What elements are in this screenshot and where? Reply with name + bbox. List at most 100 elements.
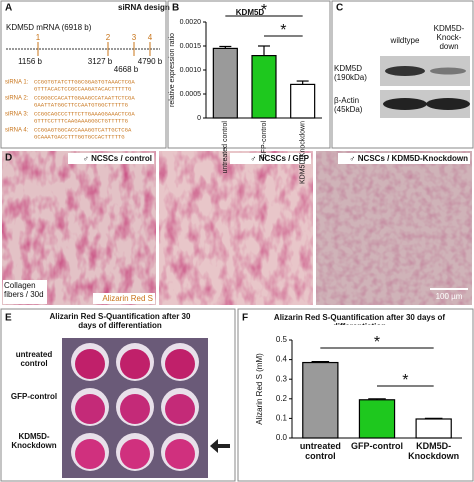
band xyxy=(385,66,425,76)
panel-frame xyxy=(237,308,474,482)
y-tick-label: 0.0010 xyxy=(180,67,202,74)
column-label: KDM5D-Knock-down xyxy=(434,24,465,51)
row-label: KDM5D (190kDa) xyxy=(334,64,367,82)
well-fill xyxy=(120,349,150,379)
panel-label: B xyxy=(172,3,179,14)
x-tick-label: untreated control xyxy=(299,441,341,461)
well-fill xyxy=(75,439,105,469)
sirna-name: siRNA 2: xyxy=(5,96,29,102)
y-tick-label: 0.0005 xyxy=(180,91,202,98)
y-tick-label: 0 xyxy=(197,115,201,122)
bar xyxy=(290,83,316,119)
scale-label: 100 µm xyxy=(436,292,463,301)
bar xyxy=(302,361,339,439)
sirna-antisense: GAATTATGGCTTCCAATGTGGCTTTTTG xyxy=(34,101,129,108)
panel-label: A xyxy=(5,3,12,14)
panel-a: A siRNA design KDM5D mRNA (6918 b) 1 2 3… xyxy=(0,0,170,149)
panel-frame xyxy=(331,0,474,149)
label-box xyxy=(93,293,155,304)
site-position: 4668 b xyxy=(114,65,139,74)
y-tick-label: 0.0015 xyxy=(180,43,202,50)
site-position: 4790 b xyxy=(138,57,163,66)
bar xyxy=(212,47,238,119)
well-fill xyxy=(165,394,195,424)
panel-title: siRNA design xyxy=(118,3,170,12)
band xyxy=(430,67,466,75)
band xyxy=(383,98,427,110)
panel-e: E Alizarin Red S-Quantification after 30… xyxy=(0,308,236,482)
arrow xyxy=(210,439,230,453)
sirna-sense: CCGGCAGCCCTTTCTTGAAAGGAAACTCGA xyxy=(34,110,135,117)
y-tick-label: 0.3 xyxy=(276,374,288,383)
significance-star: * xyxy=(374,334,380,351)
site-position: 1156 b xyxy=(18,57,42,66)
well-fill xyxy=(75,394,105,424)
row-label: KDM5D-Knockdown xyxy=(11,432,57,450)
wells xyxy=(71,343,199,471)
label-box xyxy=(3,280,47,304)
label-box xyxy=(230,153,311,164)
x-tick-label: GFP-control xyxy=(261,121,268,159)
sirna-name: siRNA 4: xyxy=(5,128,29,134)
chart-title: Alizarin Red S-Quantification after 30 d… xyxy=(273,313,446,325)
image-label: ♂ NCSCs / control xyxy=(83,154,152,163)
sirna-antisense: GTTTCCTTTCAAGAAAGGGCTGTTTTTG xyxy=(34,117,129,124)
sirna-sense: CCGGGCCACATTGGAAGCCATAATTCTCGA xyxy=(34,94,135,101)
x-tick-label: KDM5D-Knockdown xyxy=(408,441,460,461)
sirna-sense: CCGGTGTATCTTGGCGGAGTGTAAACTCGA xyxy=(34,78,135,85)
bar xyxy=(358,399,396,439)
column-label: wildtype xyxy=(390,36,420,45)
x-tick-label: untreated control xyxy=(299,441,341,461)
sirna-name: siRNA 1: xyxy=(5,80,29,86)
x-tick-label: GFP-control xyxy=(350,441,403,451)
y-tick-label: 0.1 xyxy=(276,414,288,423)
significance-star: * xyxy=(402,372,408,389)
bar xyxy=(415,418,452,439)
panel-title: Alizarin Red S-Quantification after 30 d… xyxy=(49,312,191,330)
well-fill xyxy=(165,439,195,469)
chart-title: Alizarin Red S-Quantification after 30 d… xyxy=(273,313,446,325)
y-tick-label: 0.0020 xyxy=(180,19,202,26)
column-label: wildtype xyxy=(390,36,420,45)
sites: 1 2 3 4 1156 b 3127 b 4668 b 4790 b xyxy=(18,33,163,74)
sirna-name: siRNA 3: xyxy=(5,112,29,118)
panel-d: D ♂ NCSCs / control ♂ NCSCs / GFP ♂ NCSC… xyxy=(2,151,472,305)
panel-label: C xyxy=(336,3,343,14)
micrograph-texture xyxy=(2,151,156,305)
y-tick-label: 0.2 xyxy=(276,394,288,403)
panel-frame xyxy=(0,308,236,482)
row-label: untreated control xyxy=(15,350,53,368)
sirna-antisense: GTTTACACTCCGCCAAGATACACTTTTTG xyxy=(34,85,132,92)
band xyxy=(426,98,470,110)
well-fill xyxy=(75,349,105,379)
y-tick-label: 0.5 xyxy=(276,335,288,344)
site-number: 4 xyxy=(148,33,153,42)
bar xyxy=(251,54,277,119)
mrna-label: KDM5D mRNA (6918 b) xyxy=(6,23,92,32)
x-tick-label: untreated control xyxy=(222,121,229,174)
y-axis-label: relative expression ratio xyxy=(169,33,176,107)
row-label: untreated control xyxy=(15,350,53,368)
well-fill xyxy=(120,439,150,469)
row-label: KDM5D-Knockdown xyxy=(11,432,57,450)
site-number: 3 xyxy=(132,33,137,42)
stain-label: Collagen fibers / 30d xyxy=(4,281,44,299)
panel-frame xyxy=(0,0,167,149)
panel-label: E xyxy=(5,313,12,324)
site-number: 2 xyxy=(106,33,111,42)
well-fill xyxy=(120,394,150,424)
sirna-antisense: GCAAATGACCTTTGGTGCCACTTTTTG xyxy=(34,133,125,140)
row-label: β-Actin (45kDa) xyxy=(334,96,363,114)
row-label: KDM5D (190kDa) xyxy=(334,64,367,82)
sirna-list: siRNA 1: CCGGTGTATCTTGGCGGAGTGTAAACTCGAGT… xyxy=(5,78,135,140)
chart-title: KDM5D xyxy=(236,8,265,17)
sirna-sense: CCGGAGTGGCACCAAAGGTCATTGCTCGA xyxy=(34,126,132,133)
site-number: 1 xyxy=(36,33,41,42)
panel-label: D xyxy=(5,153,12,164)
panel-label: F xyxy=(242,313,248,324)
row-label: GFP-control xyxy=(11,392,57,401)
micrograph-texture xyxy=(159,151,313,305)
image-label: ♂ NCSCs / GFP xyxy=(251,154,310,163)
row-label: β-Actin (45kDa) xyxy=(334,96,363,114)
